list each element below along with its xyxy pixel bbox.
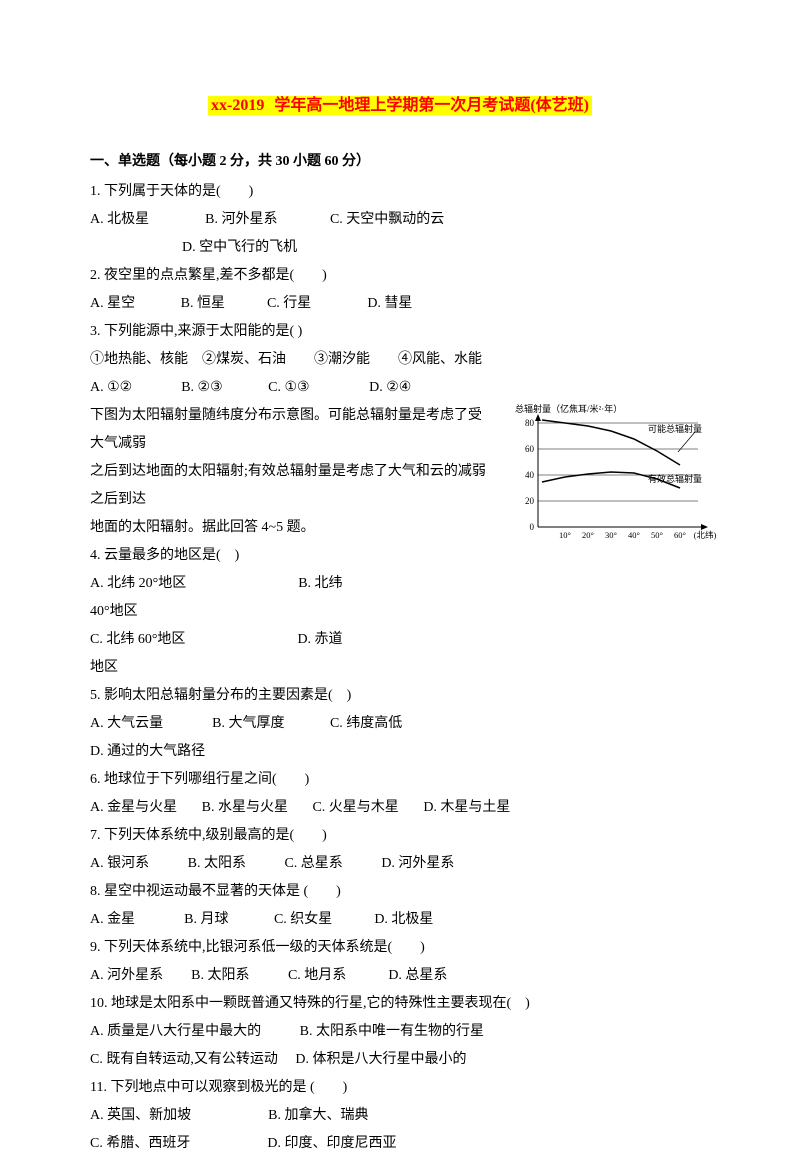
svg-text:20°: 20° xyxy=(582,530,594,540)
q4-row2: C. 北纬 60°地区 D. 赤道 xyxy=(90,626,490,654)
svg-text:(北纬): (北纬) xyxy=(694,530,717,540)
q6-a: A. 金星与火星 xyxy=(90,800,177,815)
q3-stem: 3. 下列能源中,来源于太阳能的是( ) xyxy=(90,318,710,346)
series2-label: 有效总辐射量 xyxy=(648,473,702,484)
q4-b2: 40°地区 xyxy=(90,598,490,626)
q10-row1: A. 质量是八大行星中最大的 B. 太阳系中唯一有生物的行星 xyxy=(90,1018,710,1046)
q5-stem: 5. 影响太阳总辐射量分布的主要因素是( ) xyxy=(90,682,710,710)
q5-c: C. 纬度高低 xyxy=(330,716,402,731)
q8-stem: 8. 星空中视运动最不显著的天体是 ( ) xyxy=(90,878,710,906)
svg-text:40: 40 xyxy=(525,470,535,480)
q5-a: A. 大气云量 xyxy=(90,716,163,731)
q1-stem: 1. 下列属于天体的是( ) xyxy=(90,178,710,206)
title-rest: 学年高一地理上学期第一次月考试题(体艺班) xyxy=(267,96,592,115)
q8-opts: A. 金星 B. 月球 C. 织女星 D. 北极星 xyxy=(90,906,710,934)
section-header: 一、单选题（每小题 2 分，共 30 小题 60 分） xyxy=(90,148,710,176)
series1-label: 可能总辐射量 xyxy=(648,423,702,434)
q1-b: B. 河外星系 xyxy=(205,212,277,227)
q8-b: B. 月球 xyxy=(184,912,228,927)
chart-x-ticks: 10° 20° 30° 40° 50° 60° (北纬) xyxy=(559,530,716,540)
q9-opts: A. 河外星系 B. 太阳系 C. 地月系 D. 总星系 xyxy=(90,962,710,990)
passage-l3: 地面的太阳辐射。据此回答 4~5 题。 xyxy=(90,514,490,542)
q9-b: B. 太阳系 xyxy=(191,968,249,983)
svg-text:20: 20 xyxy=(525,496,535,506)
q11-c: C. 希腊、西班牙 xyxy=(90,1136,190,1151)
q4-c: C. 北纬 60°地区 xyxy=(90,632,185,647)
q10-a: A. 质量是八大行星中最大的 xyxy=(90,1024,261,1039)
svg-text:0: 0 xyxy=(530,522,535,532)
radiation-chart: 总辐射量（亿焦耳/米²·年） 80 60 40 20 0 10° 20° 30°… xyxy=(510,402,720,552)
svg-text:50°: 50° xyxy=(651,530,663,540)
q3-sub: ①地热能、核能 ②煤炭、石油 ③潮汐能 ④风能、水能 xyxy=(90,346,710,374)
q3-d: D. ②④ xyxy=(369,380,411,395)
q4-d2: 地区 xyxy=(90,654,710,682)
q2-c: C. 行星 xyxy=(267,296,311,311)
q4-b: B. 北纬 xyxy=(298,576,342,591)
q5-row1: A. 大气云量 B. 大气厚度 C. 纬度高低 xyxy=(90,710,710,738)
q2-d: D. 彗星 xyxy=(367,296,412,311)
q7-opts: A. 银河系 B. 太阳系 C. 总星系 D. 河外星系 xyxy=(90,850,710,878)
svg-text:60°: 60° xyxy=(674,530,686,540)
svg-text:80: 80 xyxy=(525,418,535,428)
q9-stem: 9. 下列天体系统中,比银河系低一级的天体系统是( ) xyxy=(90,934,710,962)
svg-text:40°: 40° xyxy=(628,530,640,540)
q3-a: A. ①② xyxy=(90,380,132,395)
svg-text:60: 60 xyxy=(525,444,535,454)
q1-c: C. 天空中飘动的云 xyxy=(330,212,444,227)
q8-c: C. 织女星 xyxy=(274,912,332,927)
q3-c: C. ①③ xyxy=(268,380,309,395)
q7-a: A. 银河系 xyxy=(90,856,149,871)
q11-b: B. 加拿大、瑞典 xyxy=(268,1108,368,1123)
q8-d: D. 北极星 xyxy=(374,912,433,927)
q1-d: D. 空中飞行的飞机 xyxy=(90,234,710,262)
q2-opts: A. 星空 B. 恒星 C. 行星 D. 彗星 xyxy=(90,290,710,318)
q8-a: A. 金星 xyxy=(90,912,135,927)
q10-d: D. 体积是八大行星中最小的 xyxy=(295,1052,466,1067)
q10-b: B. 太阳系中唯一有生物的行星 xyxy=(300,1024,484,1039)
q6-b: B. 水星与火星 xyxy=(202,800,288,815)
q2-a: A. 星空 xyxy=(90,296,135,311)
q11-a: A. 英国、新加坡 xyxy=(90,1108,191,1123)
q6-opts: A. 金星与火星 B. 水星与火星 C. 火星与木星 D. 木星与土星 xyxy=(90,794,710,822)
q7-b: B. 太阳系 xyxy=(188,856,246,871)
q7-c: C. 总星系 xyxy=(284,856,342,871)
passage-text: 下图为太阳辐射量随纬度分布示意图。可能总辐射量是考虑了受大气减弱 之后到达地面的… xyxy=(90,402,490,654)
q6-stem: 6. 地球位于下列哪组行星之间( ) xyxy=(90,766,710,794)
q4-stem: 4. 云量最多的地区是( ) xyxy=(90,542,490,570)
q1-opts-row1: A. 北极星 B. 河外星系 C. 天空中飘动的云 xyxy=(90,206,710,234)
q5-b: B. 大气厚度 xyxy=(212,716,284,731)
q11-row1: A. 英国、新加坡 B. 加拿大、瑞典 xyxy=(90,1102,710,1130)
q2-b: B. 恒星 xyxy=(181,296,225,311)
passage-l1: 下图为太阳辐射量随纬度分布示意图。可能总辐射量是考虑了受大气减弱 xyxy=(90,402,490,458)
title-prefix: xx-2019 xyxy=(208,96,267,115)
q10-row2: C. 既有自转运动,又有公转运动 D. 体积是八大行星中最小的 xyxy=(90,1046,710,1074)
q4-row1: A. 北纬 20°地区 B. 北纬 xyxy=(90,570,490,598)
chart-y-title: 总辐射量（亿焦耳/米²·年） xyxy=(515,403,622,414)
q2-stem: 2. 夜空里的点点繁星,差不多都是( ) xyxy=(90,262,710,290)
q10-stem: 10. 地球是太阳系中一颗既普通又特殊的行星,它的特殊性主要表现在( ) xyxy=(90,990,710,1018)
q4-d: D. 赤道 xyxy=(297,632,342,647)
q3-opts: A. ①② B. ②③ C. ①③ D. ②④ xyxy=(90,374,710,402)
q1-a: A. 北极星 xyxy=(90,212,149,227)
q9-d: D. 总星系 xyxy=(388,968,447,983)
q6-d: D. 木星与土星 xyxy=(423,800,510,815)
q7-d: D. 河外星系 xyxy=(381,856,454,871)
q6-c: C. 火星与木星 xyxy=(312,800,398,815)
q11-stem: 11. 下列地点中可以观察到极光的是 ( ) xyxy=(90,1074,710,1102)
q10-c: C. 既有自转运动,又有公转运动 xyxy=(90,1052,278,1067)
q3-b: B. ②③ xyxy=(181,380,222,395)
q5-d: D. 通过的大气路径 xyxy=(90,738,710,766)
svg-text:30°: 30° xyxy=(605,530,617,540)
page-title: xx-2019 学年高一地理上学期第一次月考试题(体艺班) xyxy=(90,90,710,122)
svg-text:10°: 10° xyxy=(559,530,571,540)
q9-c: C. 地月系 xyxy=(288,968,346,983)
passage-block: 下图为太阳辐射量随纬度分布示意图。可能总辐射量是考虑了受大气减弱 之后到达地面的… xyxy=(90,402,710,654)
q11-d: D. 印度、印度尼西亚 xyxy=(267,1136,396,1151)
passage-l2: 之后到达地面的太阳辐射;有效总辐射量是考虑了大气和云的减弱之后到达 xyxy=(90,458,490,514)
q7-stem: 7. 下列天体系统中,级别最高的是( ) xyxy=(90,822,710,850)
q11-row2: C. 希腊、西班牙 D. 印度、印度尼西亚 xyxy=(90,1130,710,1158)
q4-a: A. 北纬 20°地区 xyxy=(90,576,186,591)
q9-a: A. 河外星系 xyxy=(90,968,163,983)
